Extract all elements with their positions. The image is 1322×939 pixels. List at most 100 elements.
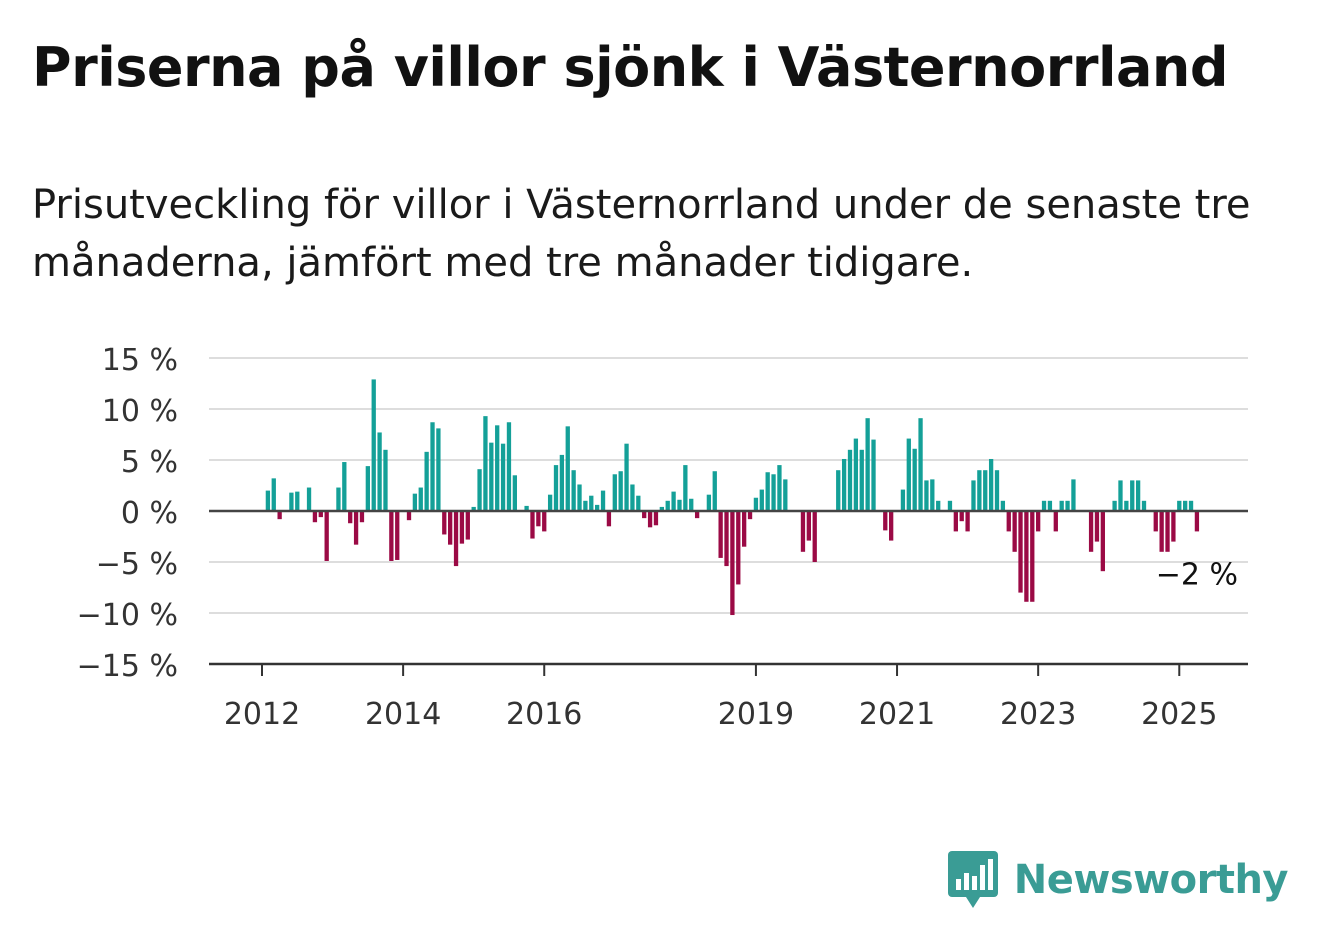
bar <box>883 511 888 531</box>
bar <box>800 511 806 552</box>
bar <box>506 422 512 511</box>
bar <box>318 511 323 518</box>
bar <box>324 511 329 561</box>
bar <box>542 511 547 532</box>
y-tick-label: −15 % <box>77 649 178 684</box>
bar <box>859 449 864 511</box>
bar <box>694 511 700 519</box>
bar <box>1006 511 1011 532</box>
x-tick-label: 2019 <box>718 697 794 732</box>
bar <box>665 500 670 511</box>
bar <box>600 490 606 511</box>
bar <box>1188 500 1194 511</box>
bar <box>500 443 506 511</box>
y-tick-label: 5 % <box>121 445 178 480</box>
bar <box>959 511 964 522</box>
bar <box>712 471 717 511</box>
bar <box>971 480 976 511</box>
bar <box>1094 511 1100 542</box>
bar <box>683 465 688 511</box>
bar <box>1024 511 1029 602</box>
bar <box>1112 500 1117 511</box>
bar <box>659 506 664 511</box>
bar <box>642 511 647 519</box>
bar <box>348 511 353 524</box>
y-tick-label: −10 % <box>77 598 178 633</box>
bar <box>471 506 476 511</box>
bar <box>1153 511 1158 532</box>
bar <box>624 443 629 511</box>
bar <box>718 511 723 558</box>
bar <box>265 490 271 511</box>
bar <box>1124 500 1129 511</box>
x-tick-label: 2021 <box>859 697 935 732</box>
bar <box>1041 500 1047 511</box>
bar <box>1159 511 1164 552</box>
bar <box>512 475 517 511</box>
bar <box>900 489 906 511</box>
y-tick-label: 15 % <box>102 343 178 378</box>
bar <box>747 511 753 520</box>
bar <box>871 439 876 511</box>
y-tick-label: −5 % <box>96 547 178 582</box>
bar <box>448 511 453 545</box>
bar <box>289 492 294 511</box>
bar <box>1088 511 1094 552</box>
bar <box>489 442 494 511</box>
bar <box>865 418 870 511</box>
bar <box>389 511 394 561</box>
bar <box>988 458 994 511</box>
bar <box>477 469 482 511</box>
bar <box>1047 500 1053 511</box>
bar <box>953 511 958 532</box>
bar <box>395 511 400 560</box>
bar <box>524 505 529 511</box>
bar <box>1000 500 1006 511</box>
bar <box>906 438 911 511</box>
bar <box>1065 500 1070 511</box>
bar <box>636 495 641 511</box>
bar <box>453 511 459 567</box>
bar <box>947 500 953 511</box>
bar <box>412 493 418 511</box>
bar <box>924 480 929 511</box>
bar <box>583 500 588 511</box>
bar <box>653 511 659 526</box>
bar <box>312 511 318 523</box>
bar <box>1018 511 1023 593</box>
bar <box>559 454 565 511</box>
bar <box>1036 511 1041 532</box>
brand-logo[interactable]: Newsworthy <box>947 851 1289 909</box>
bar <box>406 511 412 521</box>
bar <box>277 511 282 520</box>
bar <box>724 511 729 567</box>
bar <box>1135 480 1141 511</box>
bar <box>730 511 735 616</box>
bar <box>994 470 1000 511</box>
bar <box>353 511 359 545</box>
bar <box>618 471 623 511</box>
bar <box>606 511 612 527</box>
bar <box>1141 500 1147 511</box>
bar <box>1118 480 1123 511</box>
bar <box>495 425 500 511</box>
bar <box>853 438 859 511</box>
bar <box>983 470 988 511</box>
bar <box>706 494 712 511</box>
y-tick-label: 0 % <box>121 496 178 531</box>
bar <box>483 416 488 511</box>
bar <box>1012 511 1017 552</box>
x-tick-label: 2023 <box>1000 697 1076 732</box>
bar <box>736 511 741 585</box>
bar <box>965 511 970 532</box>
chart-subtitle: Prisutveckling för villor i Västernorrla… <box>32 182 1251 286</box>
bar <box>571 470 576 511</box>
y-tick-label: 10 % <box>102 394 178 429</box>
bar <box>1177 500 1182 511</box>
bar <box>753 497 759 511</box>
bar <box>630 484 635 511</box>
bar <box>889 511 894 541</box>
bar <box>271 478 276 511</box>
bar <box>418 487 423 511</box>
bar <box>383 449 388 511</box>
